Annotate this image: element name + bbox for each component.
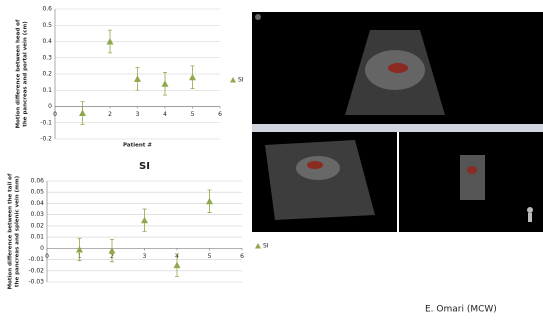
- y-tick-label: -0.2: [40, 136, 52, 143]
- y-tick-label: 0.6: [42, 6, 52, 13]
- x-tick-label: 3: [136, 111, 140, 118]
- y-tick-label: 0.06: [31, 178, 45, 185]
- ultrasound-images: [252, 12, 543, 232]
- y-tick-label: 0.3: [42, 54, 52, 61]
- y-tick-label: 0.4: [42, 38, 52, 45]
- marker: [141, 217, 148, 224]
- marker: [76, 246, 83, 253]
- x-tick-label: 2: [108, 111, 112, 118]
- y-tick-label: 0.03: [31, 211, 45, 218]
- legend-marker: [255, 243, 261, 249]
- x-tick-label: 0: [45, 253, 49, 260]
- y-tick-label: 0.1: [42, 87, 52, 94]
- x-tick-label: 5: [208, 253, 212, 260]
- y-axis-label: the pancreas and portal vein (cm): [23, 21, 29, 127]
- y-tick-label: -0.1: [40, 119, 52, 126]
- y-tick-label: 0: [48, 103, 52, 110]
- marker: [174, 262, 181, 269]
- y-tick-label: 0.02: [31, 222, 45, 229]
- y-tick-label: -0.01: [28, 256, 44, 263]
- y-tick-label: -0.02: [28, 267, 44, 274]
- x-tick-label: 5: [191, 111, 195, 118]
- legend-label: SI: [238, 77, 244, 84]
- slide: E. Omari (MCW) -0.2-0.100.10.20.30.40.50…: [0, 0, 543, 320]
- y-tick-label: 0.05: [31, 189, 45, 196]
- y-axis-label: the pancreas and splenic vein (mm): [15, 175, 21, 287]
- x-tick-label: 6: [218, 111, 222, 118]
- y-tick-label: 0.01: [31, 234, 45, 241]
- y-tick-label: 0: [40, 245, 44, 252]
- y-axis-label: Motion difference between the tail of: [8, 173, 14, 289]
- marker: [189, 74, 196, 81]
- legend-label: SI: [263, 243, 269, 250]
- marker: [206, 198, 213, 205]
- caption: E. Omari (MCW): [425, 305, 497, 315]
- y-tick-label: 0.5: [42, 22, 52, 29]
- y-tick-label: -0.03: [28, 279, 44, 286]
- marker: [162, 80, 169, 87]
- x-axis-label: Patient #: [123, 143, 152, 149]
- x-tick-label: 6: [240, 253, 244, 260]
- y-tick-label: 0.2: [42, 71, 52, 78]
- x-tick-label: 4: [163, 111, 167, 118]
- y-tick-label: 0.04: [31, 200, 45, 207]
- legend-marker: [230, 77, 236, 83]
- x-tick-label: 3: [143, 253, 147, 260]
- y-axis-label: Motion difference between head of: [16, 19, 22, 128]
- marker: [134, 75, 141, 82]
- x-tick-label: 0: [53, 111, 57, 118]
- chart-title: SI: [139, 161, 150, 172]
